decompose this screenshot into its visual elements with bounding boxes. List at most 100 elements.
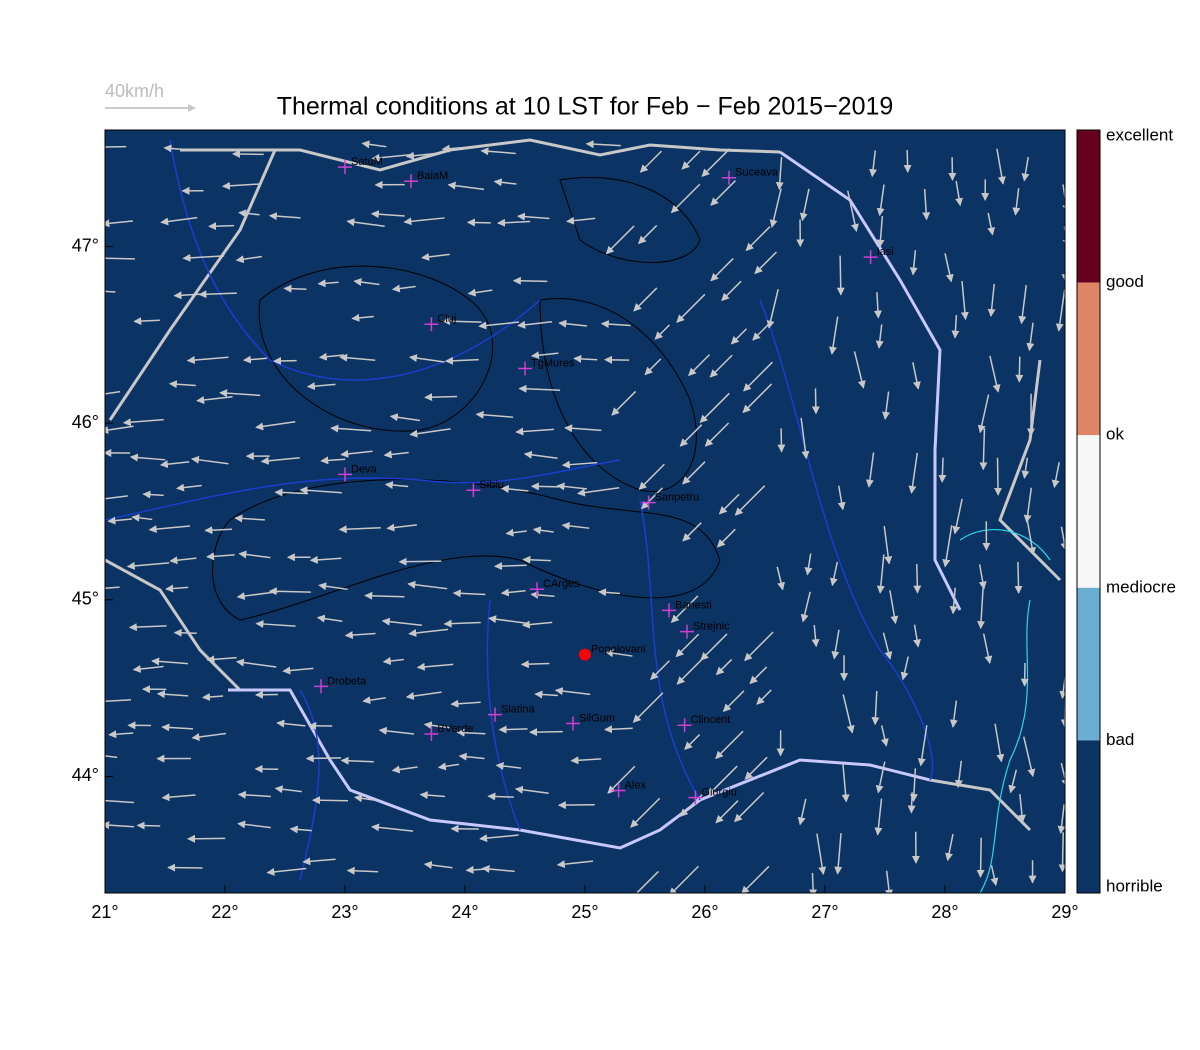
wind-arrow — [479, 834, 519, 843]
wind-arrow — [1021, 157, 1030, 182]
wind-arrow — [305, 754, 342, 763]
wind-arrow — [846, 190, 859, 233]
wind-arrow — [804, 553, 813, 576]
wind-arrow — [159, 460, 190, 469]
wind-arrow — [909, 250, 918, 276]
wind-arrow — [700, 633, 728, 661]
wind-arrow — [604, 725, 633, 734]
wind-arrow — [954, 760, 963, 789]
wind-arrow — [136, 821, 161, 830]
wind-arrow — [151, 657, 189, 666]
wind-arrow — [829, 561, 839, 587]
city-label: Iasi — [877, 246, 894, 258]
wind-arrow — [475, 410, 514, 419]
colorbar-band — [1077, 435, 1100, 588]
wind-arrow — [405, 151, 444, 160]
city-marker — [611, 783, 626, 798]
wind-arrow — [670, 595, 699, 623]
wind-scale-label: 40km/h — [105, 81, 164, 101]
colorbar-label: ok — [1106, 425, 1124, 444]
wind-arrow — [554, 687, 591, 696]
wind-arrow — [168, 380, 196, 389]
wind-arrow — [128, 623, 167, 632]
colorbar-band — [1077, 282, 1100, 436]
wind-arrow — [520, 660, 550, 669]
wind-arrow — [424, 393, 458, 402]
wind-arrow — [235, 658, 277, 668]
wind-arrow — [289, 825, 312, 834]
wind-arrow — [676, 293, 706, 323]
wind-arrow — [876, 184, 885, 217]
city-label: Clincent — [691, 714, 731, 726]
wind-arrow — [605, 225, 635, 255]
wind-arrow — [316, 614, 343, 623]
colorbar-band — [1077, 587, 1100, 741]
wind-arrow — [283, 284, 307, 293]
wind-arrow — [811, 388, 820, 415]
wind-arrow — [952, 498, 963, 535]
wind-arrow — [441, 144, 483, 153]
wind-arrow — [421, 252, 450, 261]
wind-arrow — [913, 624, 921, 648]
city-label: Sanpetru — [655, 492, 700, 504]
wind-arrow — [318, 582, 348, 591]
wind-arrow — [242, 355, 268, 364]
wind-arrow — [176, 483, 202, 492]
wind-arrow — [160, 216, 198, 226]
wind-arrow — [165, 584, 189, 593]
wind-arrow — [994, 457, 1003, 496]
wind-arrow — [309, 555, 342, 564]
wind-arrow — [237, 820, 271, 829]
wind-arrow — [715, 730, 744, 760]
wind-arrow — [628, 870, 659, 893]
wind-arrow — [320, 456, 346, 465]
wind-arrow — [654, 324, 671, 340]
wind-arrow — [512, 276, 548, 285]
wind-arrow — [105, 390, 121, 395]
wind-arrow — [949, 587, 958, 615]
wind-arrow — [346, 218, 385, 228]
wind-arrow — [338, 525, 381, 534]
wind-arrow — [407, 580, 448, 590]
wind-arrow — [437, 762, 460, 771]
wind-arrow — [105, 495, 128, 500]
wind-arrow — [389, 413, 420, 422]
wind-arrow — [837, 485, 846, 511]
wind-arrow — [282, 666, 314, 675]
wind-arrow — [1015, 356, 1024, 383]
wind-arrow — [330, 424, 372, 433]
city-label: SatuM — [351, 156, 383, 168]
danube-river — [228, 688, 931, 850]
wind-arrow — [611, 390, 637, 416]
wind-arrow — [743, 361, 773, 392]
wind-arrow — [800, 591, 811, 623]
wind-arrow — [990, 865, 999, 887]
wind-arrow — [668, 865, 700, 893]
wind-arrow — [370, 210, 405, 219]
wind-arrow — [340, 449, 373, 458]
wind-arrow — [129, 453, 166, 462]
wind-arrow — [340, 756, 374, 765]
wind-arrow — [942, 525, 953, 568]
wind-arrow — [1021, 457, 1030, 479]
wind-arrow — [752, 323, 770, 341]
wind-arrow — [105, 821, 135, 830]
wind-arrow — [749, 666, 768, 685]
wind-arrow — [721, 280, 742, 302]
wind-arrow — [408, 628, 449, 637]
x-tick-label: 22° — [211, 902, 238, 922]
wind-arrow — [869, 150, 878, 178]
wind-arrow — [882, 632, 893, 660]
wind-arrow — [173, 291, 204, 300]
city-marker — [579, 648, 591, 661]
wind-arrow — [979, 428, 988, 471]
wind-arrow — [122, 418, 164, 427]
x-tick-label: 26° — [691, 902, 718, 922]
wind-arrow — [442, 317, 482, 326]
wind-arrow — [500, 485, 529, 493]
wind-arrow — [811, 625, 820, 648]
wind-arrow — [883, 525, 893, 565]
wind-arrow — [632, 692, 664, 723]
wind-arrow — [105, 290, 116, 293]
wind-arrow — [498, 725, 528, 734]
